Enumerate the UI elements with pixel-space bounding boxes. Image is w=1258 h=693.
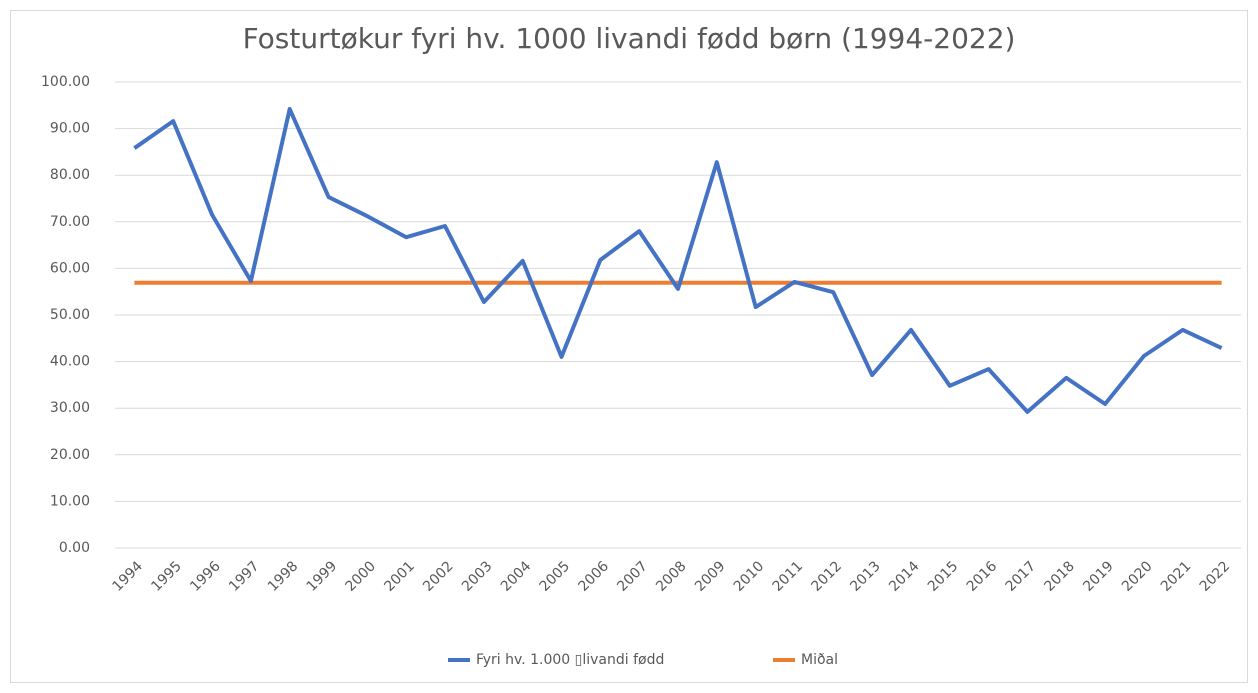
y-tick-label: 10.00 (50, 493, 90, 509)
y-tick-label: 50.00 (50, 307, 90, 323)
legend-label: Fyri hv. 1.000 ▯livandi fødd (476, 652, 664, 668)
chart-frame (10, 10, 1248, 683)
legend-label: Miðal (801, 652, 838, 668)
y-tick-label: 90.00 (50, 121, 90, 137)
y-tick-label: 100.00 (41, 74, 90, 90)
y-tick-label: 70.00 (50, 214, 90, 230)
y-tick-label: 60.00 (50, 260, 90, 276)
data-line (133, 107, 1223, 414)
y-tick-label: 20.00 (50, 447, 90, 463)
y-tick-label: 80.00 (50, 167, 90, 183)
y-tick-label: 0.00 (59, 540, 90, 556)
y-tick-label: 40.00 (50, 354, 90, 370)
y-tick-label: 30.00 (50, 400, 90, 416)
chart-title: Fosturtøkur fyri hv. 1000 livandi fødd b… (243, 22, 1016, 55)
